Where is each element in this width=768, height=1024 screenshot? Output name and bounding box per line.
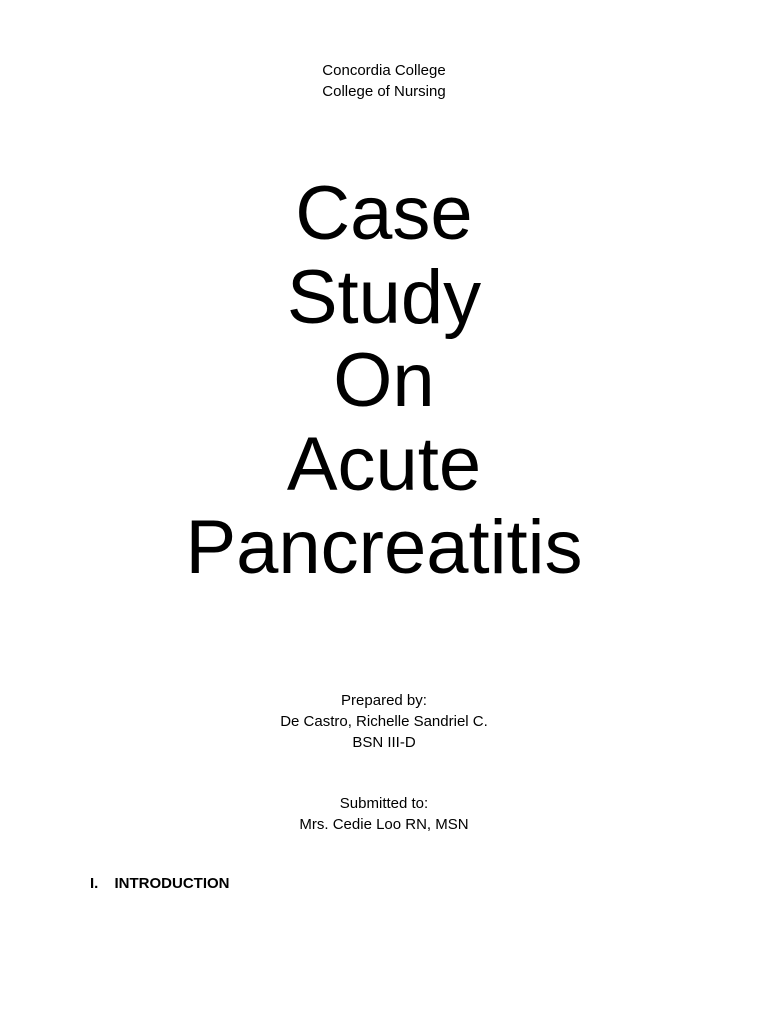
institution-name: Concordia College: [80, 60, 688, 81]
author-class: BSN III-D: [80, 732, 688, 753]
title-line-2: Study: [80, 256, 688, 340]
recipient-name: Mrs. Cedie Loo RN, MSN: [80, 814, 688, 835]
section-title: INTRODUCTION: [115, 875, 230, 892]
title-line-4: Acute: [80, 423, 688, 507]
prepared-by-block: Prepared by: De Castro, Richelle Sandrie…: [80, 690, 688, 753]
author-name: De Castro, Richelle Sandriel C.: [80, 711, 688, 732]
title-line-5: Pancreatitis: [80, 506, 688, 590]
submitted-label: Submitted to:: [80, 793, 688, 814]
prepared-label: Prepared by:: [80, 690, 688, 711]
section-number: I.: [90, 875, 98, 892]
title-line-1: Case: [80, 172, 688, 256]
header-block: Concordia College College of Nursing: [80, 60, 688, 102]
main-title: Case Study On Acute Pancreatitis: [80, 172, 688, 590]
title-line-3: On: [80, 339, 688, 423]
section-heading: I. INTRODUCTION: [90, 875, 688, 892]
department-name: College of Nursing: [80, 81, 688, 102]
submitted-to-block: Submitted to: Mrs. Cedie Loo RN, MSN: [80, 793, 688, 835]
